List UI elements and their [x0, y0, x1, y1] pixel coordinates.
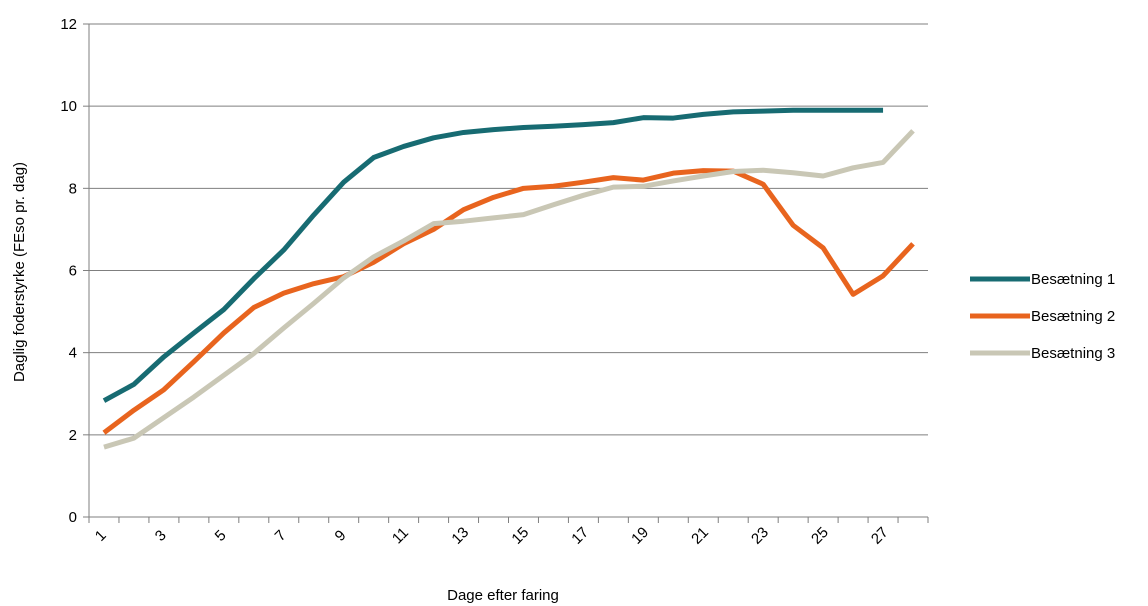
x-tick-label: 15: [508, 524, 532, 548]
y-tick-label: 8: [69, 180, 77, 197]
y-axis-title: Daglig foderstyrke (FEso pr. dag): [11, 162, 28, 382]
y-tick-label: 4: [69, 345, 77, 362]
x-tick-label: 19: [628, 524, 652, 548]
legend-label-1: Besætning 1: [1031, 271, 1115, 288]
y-tick-label: 6: [69, 263, 77, 280]
x-tick-label: 3: [152, 527, 170, 545]
x-tick-label: 23: [748, 524, 772, 548]
x-axis: 1 3 5 7 9 11 13 15 17 19 21 23 25 27: [88, 24, 929, 548]
x-tick-label: 25: [808, 524, 832, 548]
gridlines: [89, 23, 928, 436]
y-tick-label: 10: [60, 98, 77, 115]
x-tick-label: 21: [688, 524, 712, 548]
x-tick-label: 27: [868, 524, 892, 548]
legend: Besætning 1 Besætning 2 Besætning 3: [970, 271, 1115, 362]
legend-label-2: Besætning 2: [1031, 308, 1115, 325]
x-tick-label: 1: [92, 527, 110, 545]
y-axis-ticks: 0 2 4 6 8 10 12: [60, 16, 89, 526]
series-line-3: [103, 129, 915, 450]
y-tick-label: 2: [69, 427, 77, 444]
y-tick-label: 0: [69, 509, 77, 526]
x-tick-label: 11: [389, 524, 412, 547]
x-tick-label: 13: [448, 524, 472, 548]
series-lines: [102, 107, 915, 450]
y-tick-label: 12: [60, 16, 77, 33]
x-tick-label: 9: [332, 527, 350, 545]
legend-label-3: Besætning 3: [1031, 345, 1115, 362]
x-axis-title: Dage efter faring: [447, 587, 559, 604]
x-tick-label: 17: [568, 524, 592, 548]
series-line-2: [102, 168, 915, 435]
x-tick-label: 7: [272, 527, 290, 545]
series-line-1: [102, 107, 884, 403]
x-tick-label: 5: [212, 527, 230, 545]
